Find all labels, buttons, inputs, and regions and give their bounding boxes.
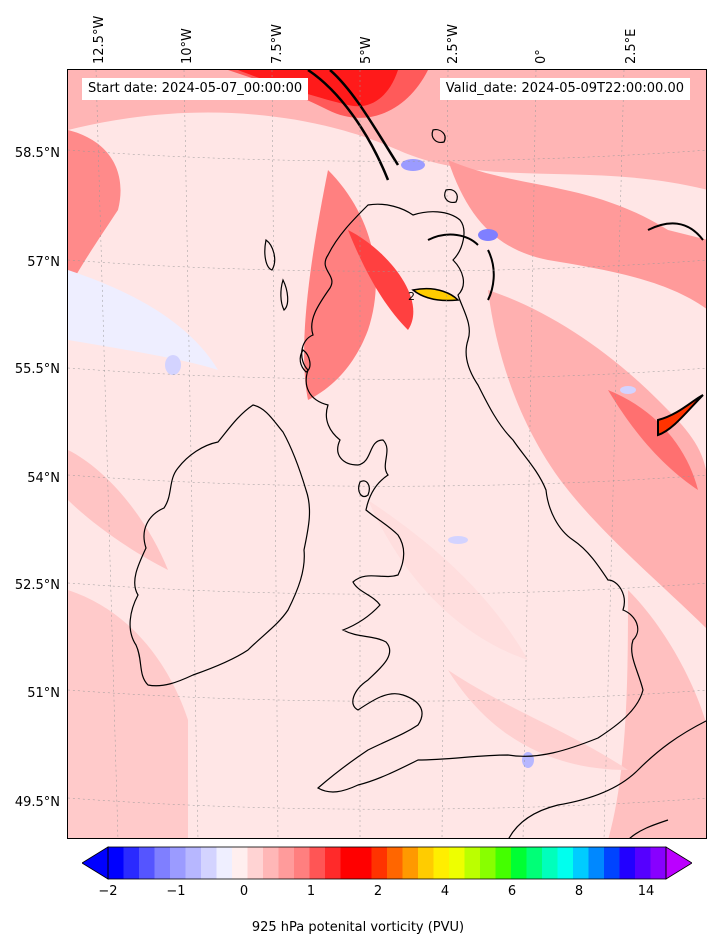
colorbar-cell [573,847,589,879]
colorbar-cell [433,847,450,879]
colorbar-cell [247,847,264,879]
lat-label-51n: 51°N [27,686,60,701]
colorbar-cells [108,847,667,879]
colorbar-cell [650,847,667,879]
colorbar-cell [356,847,372,879]
colorbar-cell [387,847,403,879]
colorbar-tick: 2 [373,884,383,899]
colorbar-cell [449,847,465,879]
colorbar-cell [635,847,651,879]
colorbar-cell [185,847,202,879]
colorbar-tick: 6 [507,884,517,899]
colorbar-tick: −2 [98,884,118,899]
colorbar-label: 925 hPa potenital vorticity (PVU) [251,920,465,935]
lat-label-58-5n: 58.5°N [14,146,60,161]
pv-map: 2 [67,69,707,839]
lat-label-55-5n: 55.5°N [14,362,60,377]
colorbar-cell [402,847,419,879]
colorbar-cell [309,847,326,879]
lon-label-2-5w: 2.5°W [446,23,461,64]
colorbar-tick: 1 [306,884,316,899]
colorbar-cell [511,847,527,879]
colorbar-cell [604,847,620,879]
colorbar-cell [480,847,496,879]
lat-label-49-5n: 49.5°N [14,795,60,810]
colorbar-cell [371,847,388,879]
lon-label-12-5w: 12.5°W [92,15,107,64]
colorbar-cell [232,847,248,879]
colorbar-tick: 4 [440,884,450,899]
colorbar-cell [108,847,124,879]
colorbar-tick: 8 [574,884,584,899]
colorbar-cell [495,847,512,879]
colorbar-tick: 14 [637,884,655,899]
colorbar-cell [526,847,543,879]
lon-label-5w: 5°W [359,36,374,64]
colorbar-cell [418,847,434,879]
colorbar-cell [139,847,155,879]
colorbar-cell [588,847,605,879]
lon-label-0: 0° [534,49,549,64]
colorbar-cell [294,847,310,879]
colorbar-cell [263,847,279,879]
lon-label-7-5w: 7.5°W [270,23,285,64]
colorbar-cell [170,847,186,879]
colorbar-extend-high [665,846,692,880]
colorbar-cell [201,847,217,879]
colorbar-cell [542,847,558,879]
lat-label-52-5n: 52.5°N [14,578,60,593]
colorbar-cell [123,847,140,879]
lat-label-57n: 57°N [27,255,60,270]
contour-label: 2 [408,290,415,303]
colorbar-cell [154,847,171,879]
pv-field-shading: 2 [68,70,706,838]
colorbar-outline [107,846,667,880]
colorbar-cell [464,847,481,879]
colorbar-cell [325,847,341,879]
graticule [68,70,706,838]
colorbar-cell [278,847,295,879]
coastlines [129,129,706,838]
colorbar-extend-low [82,846,109,880]
colorbar [82,846,692,880]
lon-label-10w: 10°W [180,28,195,64]
lat-label-54n: 54°N [27,471,60,486]
pv-map-svg: 2 [68,70,706,838]
valid-date-label: Valid_date: 2024-05-09T22:00:00.00 [439,78,690,100]
lon-label-2-5e: 2.5°E [624,28,639,64]
colorbar-tick: 0 [239,884,249,899]
colorbar-cell [619,847,636,879]
colorbar-tick: −1 [166,884,186,899]
colorbar-cell [216,847,233,879]
start-date-label: Start date: 2024-05-07_00:00:00 [82,78,309,100]
colorbar-cell [340,847,357,879]
colorbar-cell [557,847,574,879]
